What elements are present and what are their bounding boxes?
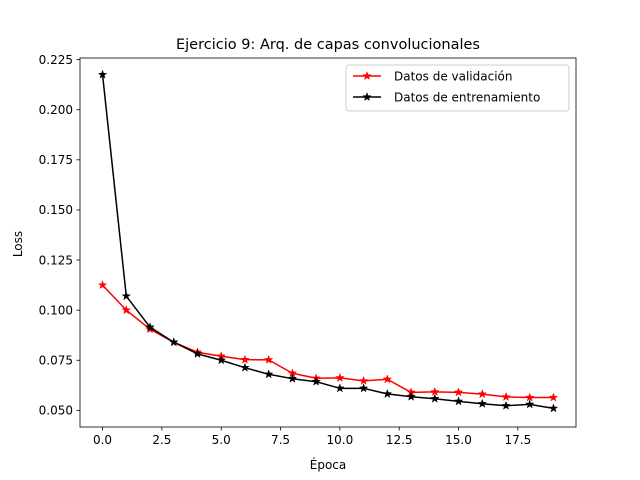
- data-point: [121, 291, 132, 301]
- legend-label: Datos de entrenamiento: [394, 91, 540, 105]
- x-axis-label: Época: [310, 457, 347, 472]
- x-axis: 0.0 2.5 5.0 7.5 10.0 12.5 15.0 17.5: [93, 427, 531, 447]
- data-point: [263, 369, 274, 379]
- data-point: [382, 374, 393, 384]
- x-tick-label: 0.0: [93, 433, 112, 447]
- series-2: [97, 69, 559, 413]
- data-point: [524, 392, 535, 402]
- data-point: [524, 399, 535, 409]
- data-point: [548, 392, 559, 402]
- chart-title: Ejercicio 9: Arq. de capas convolucional…: [176, 37, 480, 53]
- data-point: [168, 337, 179, 347]
- y-axis: 0.050 0.075 0.100 0.125 0.150 0.175 0.200 0.225: [39, 53, 80, 418]
- data-point: [216, 355, 227, 365]
- y-tick-label: 0.200: [39, 103, 73, 117]
- x-tick-label: 5.0: [212, 433, 231, 447]
- x-tick-label: 7.5: [271, 433, 290, 447]
- data-point: [240, 362, 250, 372]
- y-tick-label: 0.075: [39, 354, 73, 368]
- data-point: [263, 354, 274, 364]
- plot-frame: [79, 57, 577, 428]
- legend-label: Datos de validación: [394, 70, 513, 84]
- legend: Datos de validación Datos de entrenamient…: [345, 64, 570, 112]
- x-tick-label: 17.5: [504, 433, 531, 447]
- series-line: [101, 74, 554, 410]
- data-point: [145, 322, 155, 332]
- data-point: [406, 391, 416, 401]
- y-tick-label: 0.050: [39, 404, 73, 418]
- data-point: [501, 400, 511, 410]
- y-tick-label: 0.150: [39, 203, 73, 217]
- data-point: [335, 383, 345, 393]
- data-point: [311, 376, 321, 386]
- data-point: [358, 375, 369, 385]
- y-tick-label: 0.100: [39, 303, 73, 317]
- data-point: [121, 305, 132, 315]
- data-point: [358, 383, 369, 393]
- data-point: [335, 372, 345, 382]
- legend-box: [345, 64, 570, 112]
- legend-marker: [362, 91, 372, 102]
- data-point: [429, 393, 440, 403]
- data-point: [477, 389, 488, 399]
- data-point: [548, 403, 559, 413]
- plot-area: [79, 57, 577, 428]
- data-point: [382, 388, 393, 399]
- y-axis-label: Loss: [11, 231, 25, 257]
- data-point: [97, 69, 108, 79]
- data-point: [453, 387, 464, 397]
- x-tick-label: 15.0: [445, 433, 472, 447]
- data-point: [287, 373, 298, 383]
- data-point: [192, 348, 203, 358]
- legend-item: Datos de entrenamiento: [353, 91, 540, 105]
- y-tick-label: 0.225: [39, 53, 73, 67]
- x-tick-label: 2.5: [152, 433, 171, 447]
- legend-marker: [362, 70, 372, 81]
- data-point: [501, 391, 511, 402]
- legend-item: Datos de validación: [353, 70, 513, 84]
- y-tick-label: 0.125: [39, 253, 73, 267]
- series-group: [97, 69, 559, 413]
- y-tick-label: 0.175: [39, 153, 73, 167]
- data-point: [477, 398, 488, 408]
- data-point: [429, 386, 440, 397]
- x-tick-label: 10.0: [327, 433, 354, 447]
- data-point: [453, 396, 464, 406]
- data-point: [240, 354, 250, 364]
- data-point: [97, 280, 108, 290]
- x-tick-label: 12.5: [386, 433, 413, 447]
